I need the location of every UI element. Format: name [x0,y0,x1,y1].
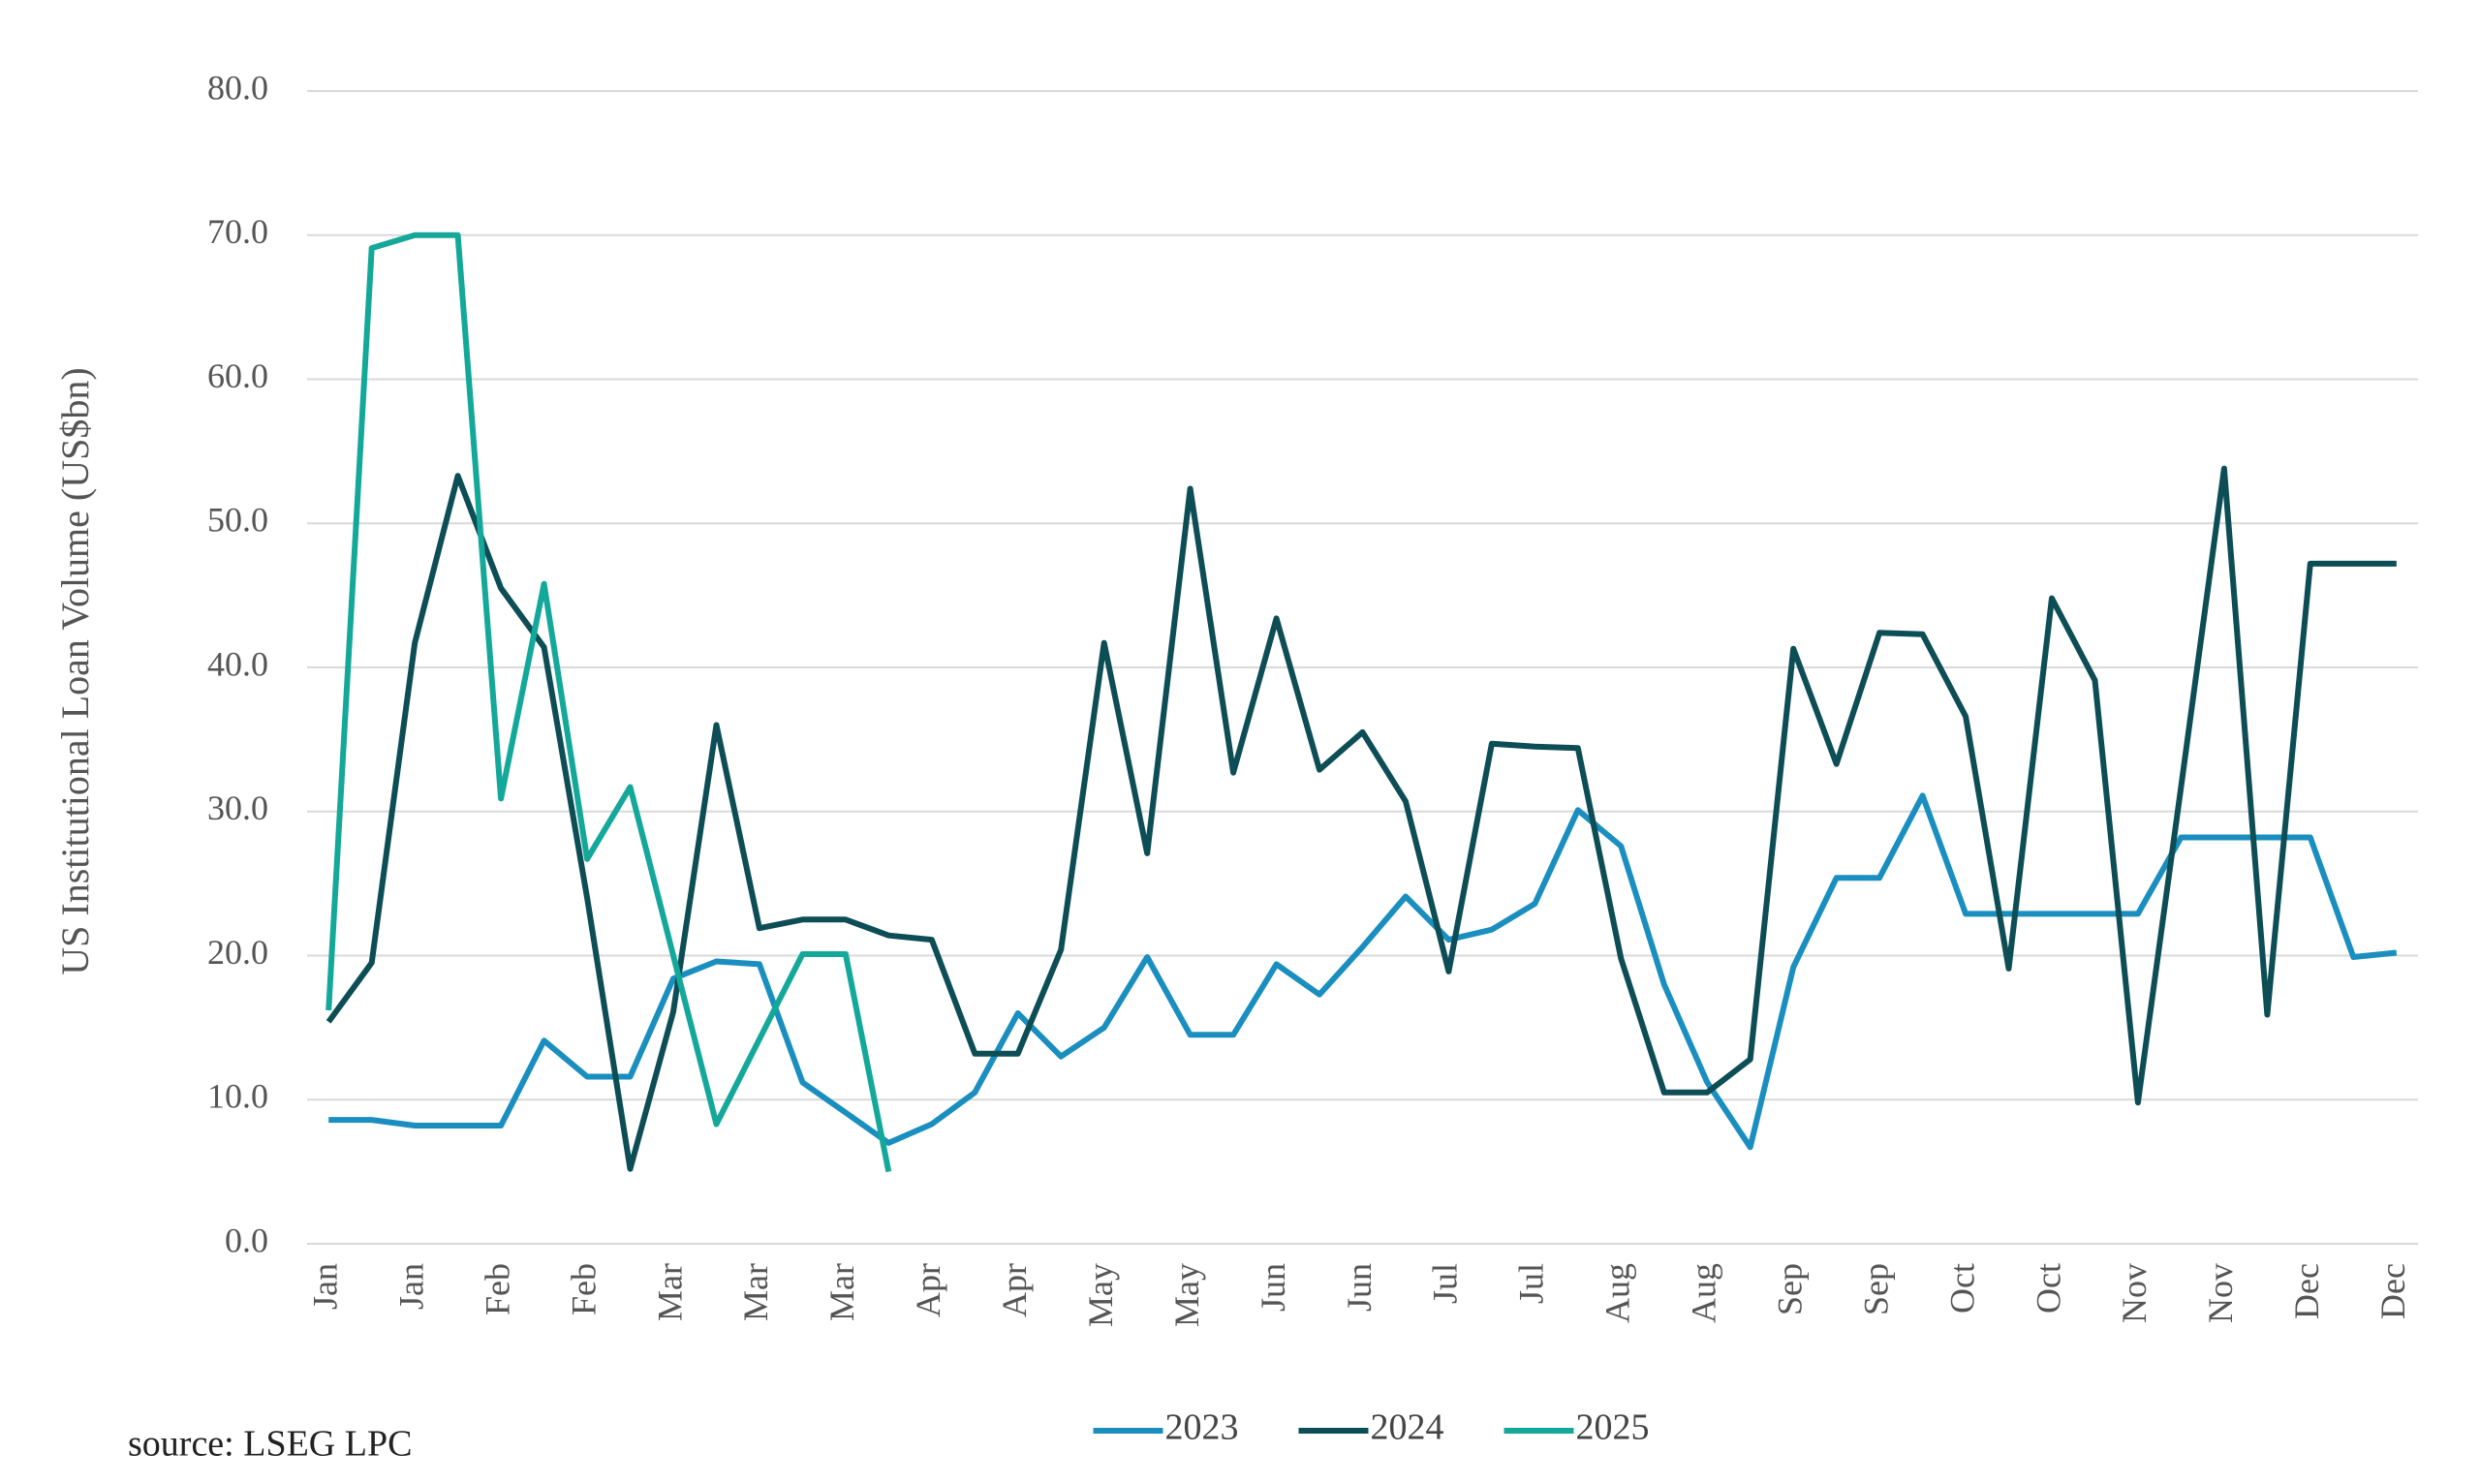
x-tick-label: May [1081,1263,1120,1327]
series-line [328,792,2398,1151]
x-tick-label: Jun [1254,1263,1292,1312]
x-tick-label: Jul [1512,1263,1551,1304]
x-tick-label: Mar [650,1263,689,1321]
x-tick-label: Aug [1685,1263,1723,1323]
y-tick-label: 40.0 [207,644,268,683]
x-tick-label: Nov [2201,1263,2240,1323]
x-tick-label: Dec [2373,1263,2412,1319]
y-tick-label: 80.0 [207,68,268,107]
legend-label: 2024 [1371,1407,1444,1448]
x-tick-label: Feb [478,1263,516,1315]
source-note: source: LSEG LPC [128,1424,412,1465]
x-tick-label: Sep [1770,1263,1809,1315]
y-tick-label: 50.0 [207,501,268,540]
y-tick-label: 30.0 [207,788,268,827]
x-tick-label: Mar [736,1263,775,1321]
x-tick-label: Jun [1340,1263,1379,1312]
x-tick-label: Apr [995,1263,1034,1317]
y-tick-label: 70.0 [207,212,268,251]
x-tick-label: Oct [2029,1263,2067,1314]
x-tick-label: Apr [909,1263,947,1317]
series-line [326,232,892,1173]
x-tick-label: Jul [1426,1263,1465,1304]
x-tick-label: Nov [2115,1263,2154,1323]
y-tick-label: 10.0 [207,1077,268,1116]
y-tick-label: 20.0 [207,933,268,972]
x-tick-label: Dec [2287,1263,2326,1319]
y-tick-label: 60.0 [207,356,268,395]
x-tick-label: Feb [564,1263,603,1315]
y-axis-label: US Institutional Loan Volume (US$bn) [53,367,97,974]
legend-label: 2023 [1165,1407,1239,1448]
legend-label: 2025 [1576,1407,1650,1448]
series-line [326,465,2397,1172]
x-tick-label: Jan [391,1263,430,1310]
x-tick-label: Sep [1856,1263,1895,1315]
y-tick-label: 0.0 [225,1221,268,1259]
x-tick-label: Jan [306,1263,345,1310]
x-tick-label: Mar [822,1263,861,1321]
x-tick-label: May [1167,1263,1206,1327]
x-tick-label: Oct [1942,1263,1981,1314]
x-tick-label: Aug [1598,1263,1637,1323]
